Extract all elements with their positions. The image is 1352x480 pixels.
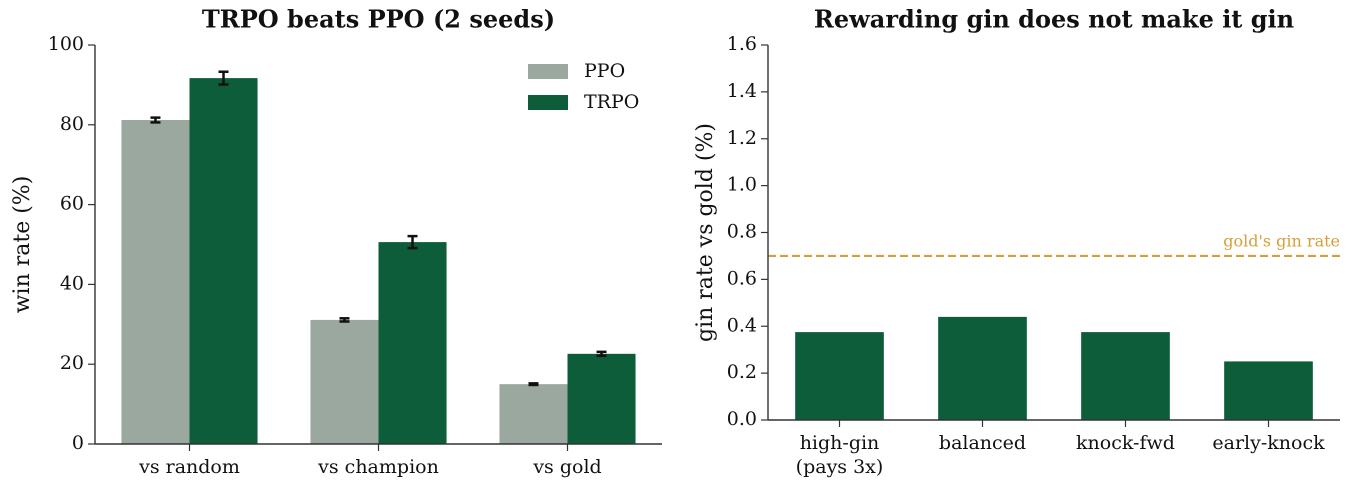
chart-title: Rewarding gin does not make it gin: [814, 5, 1294, 34]
legend-label: PPO: [584, 60, 625, 82]
y-tick-label: 0.4: [727, 314, 757, 336]
bar: [938, 316, 1027, 420]
error-bar: [528, 382, 539, 387]
y-tick-label: 0.8: [727, 221, 757, 243]
x-tick-label: knock-fwd: [1076, 432, 1175, 454]
y-tick-label: 0: [72, 432, 84, 454]
error-bar: [407, 234, 418, 250]
bar: [310, 319, 379, 444]
bar: [378, 242, 447, 444]
y-tick-label: 100: [48, 33, 84, 55]
x-tick-label: high-gin (pays 3x): [796, 432, 884, 478]
error-bar: [339, 317, 350, 323]
y-tick-label: 1.4: [727, 80, 757, 102]
y-tick-label: 0.6: [727, 267, 757, 289]
y-tick-label: 0.2: [727, 361, 757, 383]
legend-swatch: [528, 95, 568, 110]
x-tick-label: vs champion: [317, 456, 439, 478]
y-tick-label: 80: [60, 113, 84, 135]
error-bar: [218, 70, 229, 86]
bar: [567, 353, 636, 444]
x-tick-label: vs random: [138, 456, 240, 478]
error-bar: [596, 350, 607, 358]
y-tick-label: 60: [60, 193, 84, 215]
chart-title: TRPO beats PPO (2 seeds): [202, 5, 555, 34]
error-bar: [150, 116, 161, 124]
x-tick-label: early-knock: [1212, 432, 1325, 454]
bar: [499, 384, 568, 444]
bar: [1224, 361, 1313, 420]
x-tick-label: vs gold: [532, 456, 601, 478]
bar: [795, 332, 884, 420]
bar: [189, 78, 258, 444]
y-tick-label: 1.2: [727, 127, 757, 149]
x-tick-label: balanced: [939, 432, 1026, 454]
y-tick-label: 0.0: [727, 408, 757, 430]
y-tick-label: 40: [60, 272, 84, 294]
y-tick-label: 20: [60, 352, 84, 374]
legend-label: TRPO: [584, 91, 639, 113]
y-tick-label: 1.0: [727, 174, 757, 196]
y-tick-label: 1.6: [727, 33, 757, 55]
bar: [1081, 332, 1170, 420]
y-axis-label: gin rate vs gold (%): [693, 123, 718, 342]
legend-swatch: [528, 64, 568, 79]
bar: [121, 120, 190, 445]
y-axis-label: win rate (%): [10, 176, 35, 314]
reference-label: gold's gin rate: [1223, 231, 1340, 250]
